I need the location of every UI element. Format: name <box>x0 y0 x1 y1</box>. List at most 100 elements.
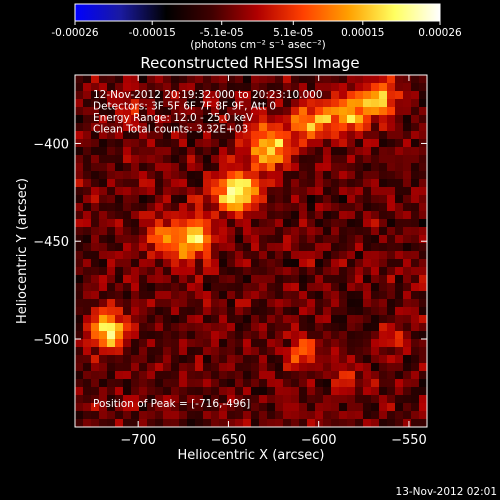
heatmap-cell <box>123 187 132 196</box>
heatmap-cell <box>275 307 284 316</box>
heatmap-cell <box>227 275 236 284</box>
heatmap-cell <box>379 203 388 212</box>
heatmap-cell <box>363 195 372 204</box>
heatmap-cell <box>323 355 332 364</box>
heatmap-cell <box>139 99 148 108</box>
heatmap-cell <box>115 123 124 132</box>
heatmap-cell <box>251 371 260 380</box>
heatmap-cell <box>371 419 380 428</box>
heatmap-cell <box>147 195 156 204</box>
heatmap-cell <box>203 315 212 324</box>
heatmap-cell <box>291 379 300 388</box>
heatmap-cell <box>307 339 316 348</box>
heatmap-cell <box>195 267 204 276</box>
heatmap-cell <box>251 211 260 220</box>
heatmap-cell <box>83 243 92 252</box>
heatmap-cell <box>251 107 260 116</box>
heatmap-cell <box>291 147 300 156</box>
heatmap-cell <box>155 219 164 228</box>
heatmap-cell <box>419 283 428 292</box>
heatmap-cell <box>283 411 292 420</box>
heatmap-cell <box>187 99 196 108</box>
heatmap-cell <box>347 251 356 260</box>
heatmap-cell <box>131 395 140 404</box>
heatmap-cell <box>259 371 268 380</box>
heatmap-cell <box>243 275 252 284</box>
heatmap-cell <box>211 395 220 404</box>
heatmap-cell <box>395 419 404 428</box>
heatmap-cell <box>259 131 268 140</box>
heatmap-cell <box>187 379 196 388</box>
heatmap-cell <box>227 115 236 124</box>
heatmap-cell <box>243 83 252 92</box>
heatmap-cell <box>291 163 300 172</box>
heatmap-cell <box>123 275 132 284</box>
heatmap-cell <box>323 307 332 316</box>
heatmap-cell <box>243 411 252 420</box>
heatmap-cell <box>363 235 372 244</box>
heatmap-cell <box>91 251 100 260</box>
heatmap-cell <box>115 131 124 140</box>
heatmap-cell <box>355 411 364 420</box>
heatmap-cell <box>227 395 236 404</box>
heatmap-cell <box>371 283 380 292</box>
heatmap-cell <box>155 147 164 156</box>
heatmap-cell <box>83 171 92 180</box>
heatmap-cell <box>395 115 404 124</box>
heatmap-cell <box>395 195 404 204</box>
heatmap-cell <box>211 371 220 380</box>
heatmap-cell <box>275 323 284 332</box>
heatmap-cell <box>259 323 268 332</box>
heatmap-cell <box>227 331 236 340</box>
heatmap-cell <box>339 203 348 212</box>
heatmap-cell <box>275 259 284 268</box>
heatmap-cell <box>123 171 132 180</box>
heatmap-cell <box>171 163 180 172</box>
heatmap-cell <box>75 403 84 412</box>
heatmap-cell <box>99 195 108 204</box>
heatmap-cell <box>171 219 180 228</box>
heatmap-cell <box>315 371 324 380</box>
heatmap-cell <box>283 379 292 388</box>
heatmap-cell <box>107 363 116 372</box>
heatmap-cell <box>251 419 260 428</box>
heatmap-cell <box>387 243 396 252</box>
heatmap-cell <box>331 83 340 92</box>
heatmap-cell <box>147 379 156 388</box>
heatmap-cell <box>259 275 268 284</box>
heatmap-cell <box>355 115 364 124</box>
heatmap-cell <box>307 387 316 396</box>
heatmap-cell <box>83 395 92 404</box>
heatmap-cell <box>163 115 172 124</box>
heatmap-cell <box>339 91 348 100</box>
heatmap-cell <box>187 331 196 340</box>
heatmap-cell <box>211 299 220 308</box>
heatmap-cell <box>395 339 404 348</box>
heatmap-cell <box>131 323 140 332</box>
heatmap-cell <box>147 179 156 188</box>
heatmap-cell <box>203 75 212 84</box>
heatmap-cell <box>251 395 260 404</box>
heatmap-cell <box>163 355 172 364</box>
heatmap-cell <box>283 323 292 332</box>
heatmap-cell <box>107 107 116 116</box>
heatmap-cell <box>395 83 404 92</box>
heatmap-cell <box>307 395 316 404</box>
heatmap-cell <box>299 403 308 412</box>
heatmap-cell <box>251 275 260 284</box>
heatmap-cell <box>315 275 324 284</box>
heatmap-cell <box>411 259 420 268</box>
heatmap-cell <box>275 283 284 292</box>
heatmap-cell <box>131 187 140 196</box>
heatmap-cell <box>203 163 212 172</box>
heatmap-cell <box>323 347 332 356</box>
heatmap-cell <box>315 115 324 124</box>
heatmap-cell <box>307 155 316 164</box>
heatmap-cell <box>339 107 348 116</box>
heatmap-cell <box>123 163 132 172</box>
heatmap-cell <box>395 355 404 364</box>
heatmap-cell <box>187 355 196 364</box>
heatmap-cell <box>91 259 100 268</box>
heatmap-cell <box>179 187 188 196</box>
heatmap-cell <box>275 235 284 244</box>
